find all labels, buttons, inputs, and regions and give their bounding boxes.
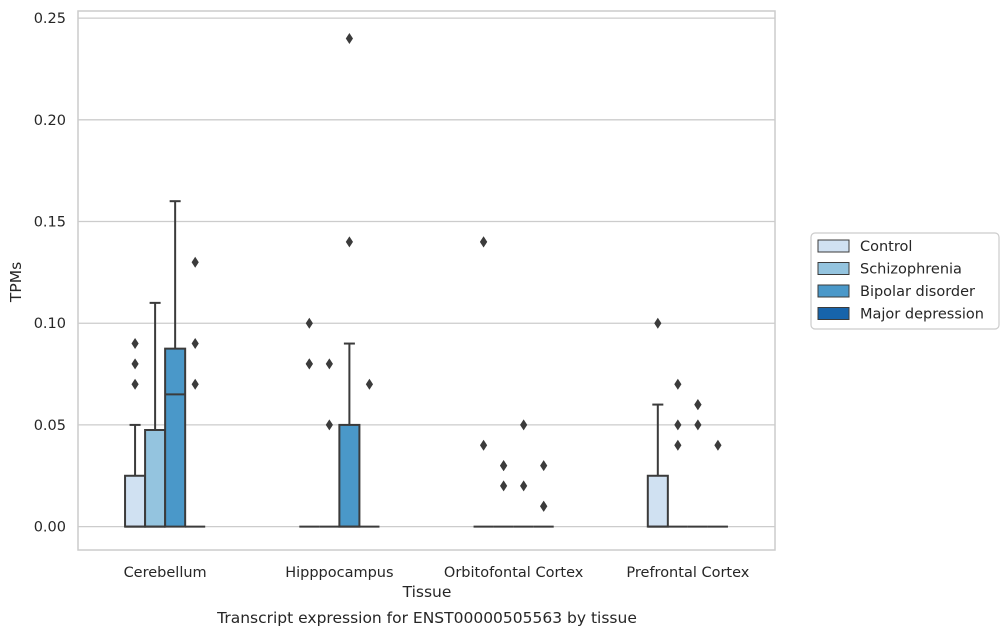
outlier-point — [365, 378, 374, 390]
x-tick-label: Prefrontal Cortex — [626, 565, 749, 581]
outlier-point — [674, 419, 682, 431]
outlier-point — [694, 419, 702, 431]
outlier-point — [345, 236, 353, 248]
box — [124, 474, 147, 528]
legend-swatch — [817, 262, 850, 275]
outlier-point — [325, 358, 333, 370]
outlier-point — [191, 256, 199, 268]
legend: Control Schizophrenia Bipolar disorder Majo… — [810, 232, 1000, 330]
x-tick-labels: Cerebellum Hipppocampus Orbitofontal Corte… — [124, 565, 750, 581]
legend-swatch — [817, 307, 850, 320]
outlier-point — [500, 480, 508, 492]
box-group — [164, 200, 187, 528]
box-group — [687, 399, 708, 528]
series-bipolar-disorder — [164, 32, 708, 528]
chart-caption: Transcript expression for ENST0000050556… — [216, 609, 637, 627]
y-tick-label: 0.10 — [34, 316, 66, 332]
x-tick-label: Orbitofontal Cortex — [444, 565, 584, 581]
outlier-point — [540, 500, 548, 512]
box — [338, 423, 361, 528]
box-series — [124, 32, 728, 528]
y-axis-title: TPMs — [7, 262, 25, 303]
outlier-point — [325, 419, 333, 431]
outlier-point — [654, 317, 662, 329]
outlier-point — [520, 419, 528, 431]
box-group — [646, 317, 669, 528]
outlier-point — [305, 317, 313, 329]
series-major-depression — [185, 256, 728, 528]
y-tick-label: 0.20 — [34, 113, 66, 129]
outlier-point — [714, 439, 722, 451]
legend-label: Control — [860, 239, 912, 255]
y-tick-label: 0.25 — [34, 11, 66, 27]
legend-label: Major depression — [860, 307, 984, 323]
box-group — [473, 236, 494, 528]
outlier-point — [345, 32, 353, 44]
box — [164, 347, 187, 528]
box-group — [493, 460, 514, 528]
x-tick-label: Hipppocampus — [285, 565, 393, 581]
outlier-point — [479, 236, 488, 248]
plot-frame — [77, 10, 776, 551]
outlier-point — [500, 460, 508, 472]
y-tick-labels: 0.00 0.05 0.10 0.15 0.20 0.25 — [34, 11, 66, 535]
outlier-point — [479, 439, 488, 451]
outlier-point — [540, 460, 548, 472]
outlier-point — [694, 399, 702, 411]
outlier-point — [131, 378, 139, 390]
y-tick-label: 0.00 — [34, 520, 66, 536]
box-group — [338, 32, 361, 528]
x-tick-label: Cerebellum — [124, 565, 207, 581]
box-group — [319, 358, 340, 528]
box-group — [533, 460, 554, 528]
box-group — [124, 338, 147, 528]
outlier-point — [520, 480, 528, 492]
legend-swatch — [817, 239, 850, 253]
box-group — [299, 317, 320, 528]
outlier-point — [191, 338, 199, 350]
outlier-point — [131, 358, 139, 370]
legend-label: Bipolar disorder — [860, 284, 975, 300]
outlier-point — [131, 338, 139, 350]
legend-frame — [810, 232, 1000, 330]
box-group — [185, 256, 206, 528]
series-schizophrenia — [144, 301, 688, 528]
y-tick-label: 0.05 — [34, 418, 66, 434]
y-tick-label: 0.15 — [34, 215, 66, 231]
legend-swatch — [817, 284, 850, 298]
box-group — [707, 439, 728, 528]
outlier-point — [191, 378, 199, 390]
box — [646, 474, 669, 528]
box — [144, 428, 167, 528]
box-group — [667, 378, 688, 528]
outlier-point — [305, 358, 313, 370]
legend-label: Schizophrenia — [860, 262, 962, 278]
box-group — [359, 378, 380, 528]
box-group — [513, 419, 534, 528]
series-control — [124, 236, 669, 528]
outlier-point — [674, 439, 682, 451]
x-axis-title: Tissue — [402, 583, 452, 601]
outlier-point — [674, 378, 682, 390]
